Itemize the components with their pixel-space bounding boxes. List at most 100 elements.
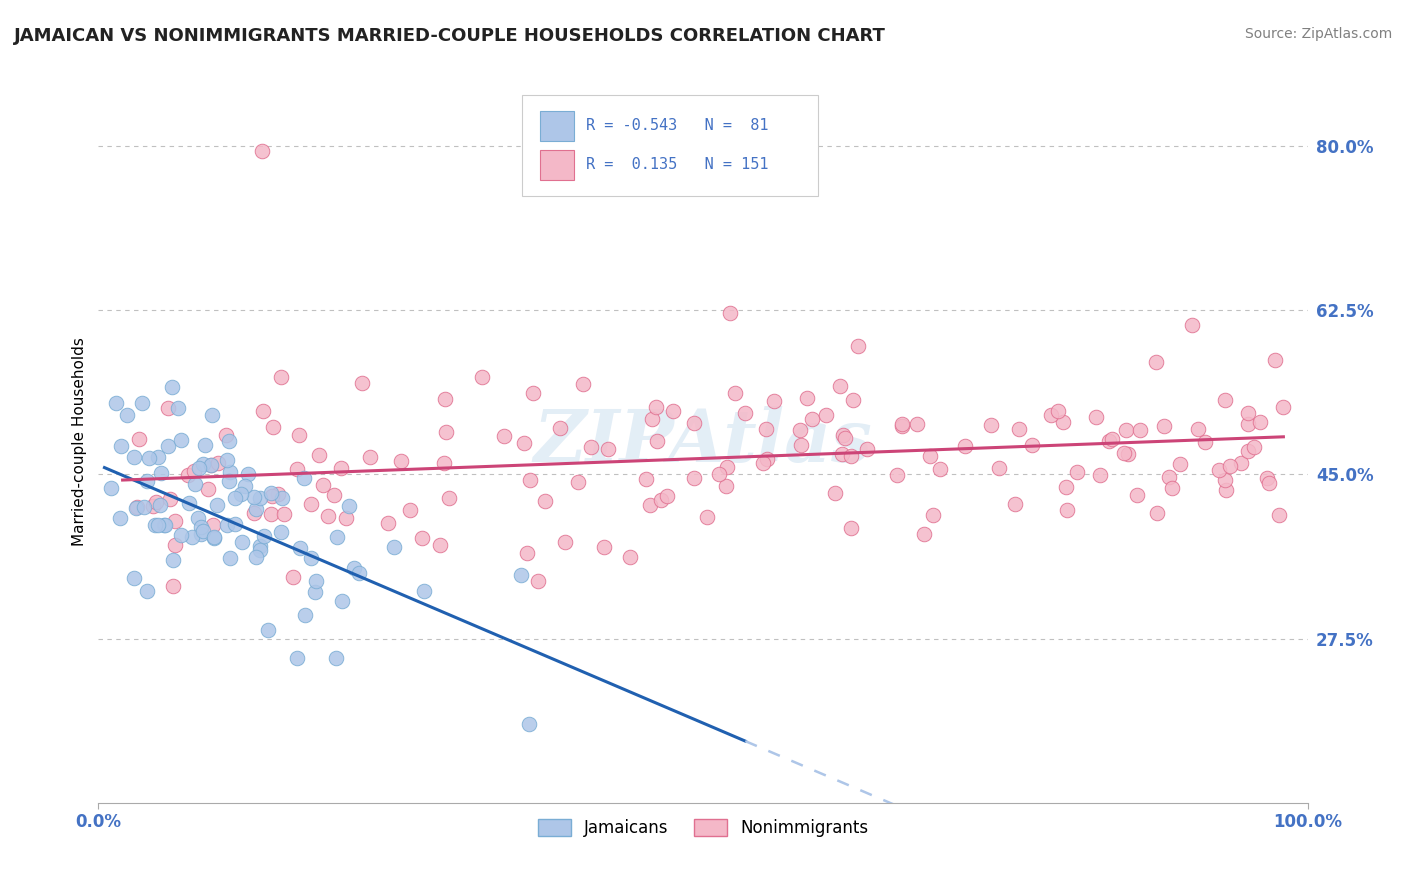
Point bbox=[259, 486, 281, 500]
Point bbox=[187, 461, 209, 475]
Point bbox=[650, 493, 672, 508]
Point bbox=[218, 434, 240, 448]
Point bbox=[294, 608, 316, 623]
Point bbox=[187, 510, 209, 524]
Point bbox=[245, 501, 267, 516]
Point bbox=[796, 391, 818, 405]
Point bbox=[1194, 435, 1216, 450]
Point bbox=[273, 507, 295, 521]
Point bbox=[135, 474, 157, 488]
Point bbox=[285, 462, 308, 476]
Point bbox=[267, 486, 290, 500]
Point bbox=[411, 531, 433, 545]
Legend: Jamaicans, Nonimmigrants: Jamaicans, Nonimmigrants bbox=[529, 810, 877, 845]
Point bbox=[165, 514, 187, 528]
Point bbox=[815, 408, 838, 422]
Text: R =  0.135   N = 151: R = 0.135 N = 151 bbox=[586, 157, 768, 172]
Point bbox=[834, 431, 856, 445]
Point bbox=[886, 468, 908, 483]
Point bbox=[288, 427, 311, 442]
Point bbox=[593, 540, 616, 554]
Point bbox=[413, 583, 436, 598]
Point bbox=[429, 538, 451, 552]
Point bbox=[855, 442, 877, 456]
Point bbox=[162, 553, 184, 567]
Point bbox=[194, 438, 217, 452]
Point bbox=[236, 467, 259, 481]
Point bbox=[162, 579, 184, 593]
Point bbox=[249, 491, 271, 506]
Point bbox=[219, 465, 242, 479]
Point bbox=[831, 427, 853, 442]
Point bbox=[824, 485, 846, 500]
Point bbox=[359, 450, 381, 465]
Point bbox=[1039, 408, 1062, 422]
Point bbox=[262, 489, 284, 503]
Point bbox=[716, 460, 738, 475]
Point bbox=[619, 549, 641, 564]
Point bbox=[1115, 424, 1137, 438]
Point bbox=[330, 594, 353, 608]
Point bbox=[1213, 393, 1236, 408]
Text: Source: ZipAtlas.com: Source: ZipAtlas.com bbox=[1244, 27, 1392, 41]
Point bbox=[349, 566, 371, 580]
Point bbox=[138, 450, 160, 465]
Point bbox=[271, 491, 294, 506]
Point bbox=[1153, 418, 1175, 433]
Point bbox=[169, 433, 191, 447]
Point bbox=[179, 496, 201, 510]
Point bbox=[308, 448, 330, 462]
Point bbox=[122, 571, 145, 585]
Point bbox=[638, 498, 661, 512]
Point bbox=[891, 417, 914, 431]
Point bbox=[1056, 503, 1078, 517]
Point bbox=[920, 449, 942, 463]
Point bbox=[579, 440, 602, 454]
Point bbox=[125, 500, 148, 514]
Point bbox=[1116, 447, 1139, 461]
Point bbox=[841, 449, 863, 463]
FancyBboxPatch shape bbox=[540, 150, 574, 180]
Point bbox=[352, 376, 374, 390]
Point bbox=[839, 521, 862, 535]
Point bbox=[100, 481, 122, 495]
FancyBboxPatch shape bbox=[522, 95, 818, 196]
Point bbox=[1213, 473, 1236, 487]
Point bbox=[471, 370, 494, 384]
Point bbox=[285, 650, 308, 665]
Point bbox=[762, 394, 785, 409]
Point bbox=[754, 422, 776, 436]
Point bbox=[433, 456, 456, 470]
Point bbox=[190, 520, 212, 534]
Point bbox=[647, 434, 669, 448]
Point bbox=[980, 418, 1002, 433]
Point bbox=[200, 458, 222, 472]
Point bbox=[907, 417, 929, 431]
Point bbox=[145, 518, 167, 533]
Point bbox=[110, 439, 132, 453]
Point bbox=[644, 400, 666, 414]
Point bbox=[260, 508, 283, 522]
Point bbox=[252, 404, 274, 418]
Point bbox=[218, 474, 240, 488]
Point bbox=[343, 560, 366, 574]
Point bbox=[434, 425, 457, 440]
Point bbox=[131, 395, 153, 409]
Point bbox=[125, 501, 148, 516]
Point bbox=[253, 529, 276, 543]
Point bbox=[548, 421, 571, 435]
Point bbox=[522, 386, 544, 401]
Point bbox=[115, 408, 138, 422]
Point bbox=[718, 306, 741, 320]
Text: JAMAICAN VS NONIMMIGRANTS MARRIED-COUPLE HOUSEHOLDS CORRELATION CHART: JAMAICAN VS NONIMMIGRANTS MARRIED-COUPLE… bbox=[14, 27, 886, 45]
Point bbox=[160, 380, 183, 394]
Point bbox=[1268, 508, 1291, 522]
Point bbox=[752, 457, 775, 471]
Point bbox=[709, 467, 731, 482]
Point bbox=[567, 475, 589, 490]
Point bbox=[1098, 434, 1121, 448]
Point bbox=[311, 478, 333, 492]
Point bbox=[1047, 404, 1070, 418]
Point bbox=[231, 534, 253, 549]
Point bbox=[202, 531, 225, 545]
